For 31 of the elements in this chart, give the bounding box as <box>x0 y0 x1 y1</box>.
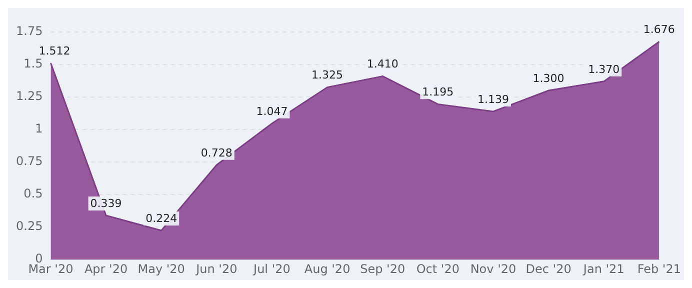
y-tick-label: 0.5 <box>24 186 43 201</box>
y-tick-label: 1 <box>35 122 43 136</box>
data-label: 1.195 <box>422 86 454 99</box>
x-tick-label: Jul '20 <box>252 262 290 276</box>
x-tick-label: Dec '20 <box>526 262 572 276</box>
x-tick-label: Jun '20 <box>195 262 238 276</box>
data-label: 0.224 <box>146 212 178 225</box>
y-tick-label: 0.25 <box>16 219 43 234</box>
x-tick-label: Apr '20 <box>84 262 128 276</box>
x-tick-label: May '20 <box>138 262 185 276</box>
data-label: 0.728 <box>200 146 232 160</box>
data-label: 1.410 <box>366 58 398 71</box>
x-tick-label: Aug '20 <box>304 262 350 276</box>
y-tick-label: 1.75 <box>16 24 43 38</box>
x-tick-label: Mar '20 <box>28 262 74 276</box>
data-label: 1.139 <box>477 92 509 106</box>
x-tick-label: Nov '20 <box>470 262 516 276</box>
x-tick-label: Jan '21 <box>582 262 624 276</box>
y-tick-label: 1.25 <box>16 89 43 104</box>
data-label: 1.300 <box>532 72 564 85</box>
data-label: 1.370 <box>588 62 620 76</box>
data-label: 1.325 <box>312 68 344 82</box>
y-tick-label: 0.75 <box>16 154 43 168</box>
x-tick-label: Feb '21 <box>637 262 682 276</box>
data-label: 1.676 <box>643 22 675 36</box>
x-tick-label: Sep '20 <box>360 262 406 276</box>
y-tick-label: 1.5 <box>24 56 43 71</box>
data-label: 1.047 <box>256 104 288 118</box>
data-label: 0.339 <box>90 196 122 210</box>
data-label: 1.512 <box>38 44 70 58</box>
x-tick-label: Oct '20 <box>416 262 460 276</box>
